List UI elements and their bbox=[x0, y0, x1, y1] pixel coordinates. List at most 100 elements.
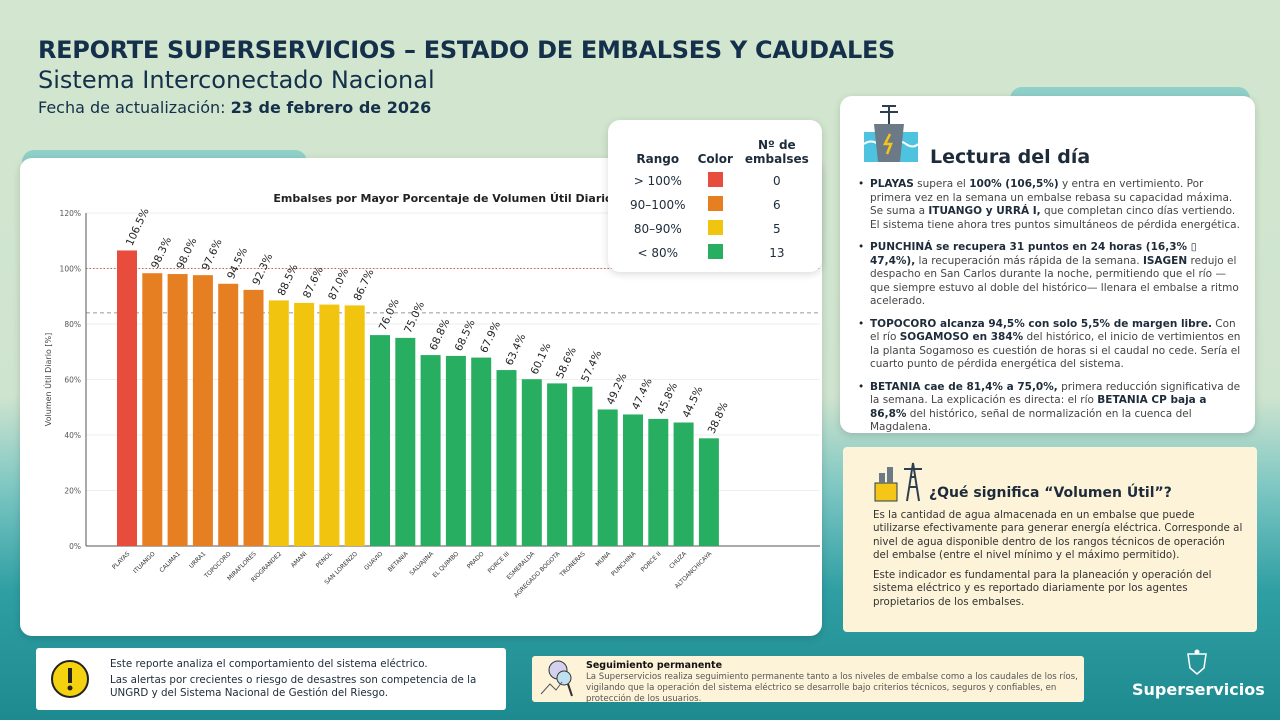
bar bbox=[572, 386, 593, 546]
bar bbox=[395, 337, 416, 546]
bar bbox=[167, 274, 188, 546]
y-tick-label: 100% bbox=[60, 265, 81, 274]
lectura-text: BETANIA cae de 81,4% a 75,0%, bbox=[870, 380, 1058, 393]
page-title: REPORTE SUPERSERVICIOS – ESTADO DE EMBAL… bbox=[38, 36, 896, 64]
date-label: Fecha de actualización: bbox=[38, 98, 231, 117]
bar-value-label: 76.0% bbox=[377, 297, 402, 332]
lectura-text: que completan cinco días vertiendo. El s… bbox=[870, 205, 1240, 231]
bar bbox=[623, 414, 643, 546]
bar-value-label: 68.8% bbox=[427, 317, 452, 352]
lectura-item: PLAYAS supera el 100% (106,5%) y entra e… bbox=[858, 178, 1241, 232]
legend-row: 80–90% 5 bbox=[624, 217, 815, 241]
bar bbox=[319, 304, 340, 546]
lectura-text: PUNCHINÁ se recupera 31 puntos en 24 hor… bbox=[870, 241, 1197, 267]
bar-value-label: 68.5% bbox=[453, 318, 478, 353]
legend-range: > 100% bbox=[633, 174, 682, 188]
lectura-text: BETANIA CP baja a 86,8% bbox=[870, 394, 1207, 420]
volumen-util-card: ¿Qué significa “Volumen Útil”? Es la can… bbox=[843, 447, 1257, 632]
bar bbox=[344, 305, 365, 546]
bar-value-label: 49.2% bbox=[605, 371, 630, 406]
volumen-definition: Es la cantidad de agua almacenada en un … bbox=[873, 509, 1243, 561]
lectura-list: PLAYAS supera el 100% (106,5%) y entra e… bbox=[858, 178, 1241, 444]
lectura-item: PUNCHINÁ se recupera 31 puntos en 24 hor… bbox=[858, 241, 1241, 309]
x-tick-label: CHUZA bbox=[668, 550, 689, 571]
lectura-text: supera el bbox=[913, 178, 970, 190]
x-tick-label: TRONERAS bbox=[558, 550, 587, 579]
seguimiento-title: Seguimiento permanente bbox=[586, 660, 723, 671]
lectura-text: ITUANGO y URRÁ I, bbox=[928, 205, 1041, 217]
legend-color-swatch bbox=[692, 217, 739, 241]
bar bbox=[117, 250, 137, 546]
bar bbox=[496, 370, 517, 546]
legend-row: > 100% 0 bbox=[624, 169, 815, 193]
bar bbox=[243, 289, 264, 546]
bar-value-label: 38.8% bbox=[706, 400, 731, 435]
lectura-text: del histórico, señal de normalización en… bbox=[870, 407, 1192, 434]
bar-value-label: 94.5% bbox=[225, 246, 250, 281]
legend-range: 90–100% bbox=[630, 198, 686, 212]
lectura-text: Con el río bbox=[870, 317, 1236, 344]
y-tick-label: 40% bbox=[64, 431, 81, 440]
legend-card: Rango Color Nº de embalses > 100% 0 90–100% 6… bbox=[608, 120, 822, 272]
bar-value-label: 75.0% bbox=[402, 300, 427, 335]
lectura-item: TOPOCORO alcanza 94,5% con solo 5,5% de … bbox=[858, 318, 1241, 372]
bar-value-label: 87.6% bbox=[301, 265, 326, 300]
lectura-text: PLAYAS bbox=[870, 178, 914, 190]
bar bbox=[370, 335, 390, 546]
bar-value-label: 63.4% bbox=[503, 332, 528, 367]
disclaimer-line-1: Este reporte analiza el comportamiento d… bbox=[110, 658, 428, 670]
x-tick-label: MUNA bbox=[594, 550, 612, 568]
legend-count: 5 bbox=[773, 222, 781, 236]
bar bbox=[192, 275, 213, 546]
legend-color-swatch bbox=[692, 193, 739, 217]
x-tick-label: EL QUIMBO bbox=[431, 550, 460, 579]
bar-value-label: 47.4% bbox=[630, 376, 655, 411]
bar bbox=[547, 383, 568, 546]
bar bbox=[142, 273, 163, 546]
bar bbox=[218, 283, 239, 546]
y-tick-label: 0% bbox=[69, 542, 81, 551]
bar-value-label: 67.9% bbox=[478, 320, 503, 355]
lectura-text: redujo el despacho en San Carlos durante… bbox=[870, 254, 1239, 308]
bar bbox=[294, 302, 315, 546]
brand-name: Superservicios bbox=[1132, 680, 1265, 699]
monitoring-magnifier-icon bbox=[540, 660, 573, 697]
bar bbox=[268, 300, 289, 546]
x-tick-label: PORCE III bbox=[487, 550, 511, 574]
page-subtitle: Sistema Interconectado Nacional bbox=[38, 66, 435, 94]
lectura-text: 100% (106,5%) bbox=[969, 178, 1059, 190]
bar-value-label: 88.5% bbox=[276, 262, 301, 297]
bar-value-label: 57.4% bbox=[579, 349, 604, 384]
legend-color-swatch bbox=[692, 169, 739, 193]
bar bbox=[673, 422, 694, 546]
disclaimer-line-2: Las alertas por crecientes o riesgo de d… bbox=[110, 674, 477, 699]
bar bbox=[471, 357, 492, 546]
bar-value-label: 92.3% bbox=[250, 252, 275, 287]
lectura-text: y entra en vertimiento. Por primera vez … bbox=[870, 178, 1233, 217]
legend-count: 6 bbox=[773, 198, 781, 212]
bar bbox=[698, 438, 719, 546]
lectura-item: BETANIA cae de 81,4% a 75,0%, primera re… bbox=[858, 381, 1241, 435]
volumen-importance: Este indicador es fundamental para la pl… bbox=[873, 569, 1212, 608]
y-tick-label: 120% bbox=[60, 209, 81, 218]
legend-row: < 80% 13 bbox=[624, 241, 815, 265]
x-tick-label: PORCE II bbox=[640, 550, 663, 573]
y-tick-label: 80% bbox=[64, 320, 81, 329]
legend-header-color: Color bbox=[697, 152, 733, 166]
y-axis-label: Volumen Útil Diario [%] bbox=[42, 333, 53, 426]
chart-title: Embalses por Mayor Porcentaje de Volumen… bbox=[273, 192, 613, 205]
x-tick-label: GUAVIO bbox=[363, 550, 385, 572]
x-tick-label: PENOL bbox=[315, 550, 335, 570]
x-tick-label: PRADO bbox=[466, 550, 486, 570]
bar-value-label: 87.0% bbox=[326, 267, 351, 302]
lectura-title: Lectura del día bbox=[930, 146, 1091, 168]
disclaimer-box: Este reporte analiza el comportamiento d… bbox=[36, 648, 506, 710]
bar-value-label: 98.0% bbox=[174, 236, 199, 271]
legend-row: 90–100% 6 bbox=[624, 193, 815, 217]
bar bbox=[648, 418, 669, 546]
bar-value-label: 45.8% bbox=[655, 381, 680, 416]
lectura-text: TOPOCORO alcanza 94,5% con solo 5,5% de … bbox=[870, 317, 1212, 330]
bar-value-label: 97.6% bbox=[200, 237, 225, 272]
bar-value-label: 58.6% bbox=[554, 345, 579, 380]
bar-value-label: 60.1% bbox=[529, 341, 554, 376]
